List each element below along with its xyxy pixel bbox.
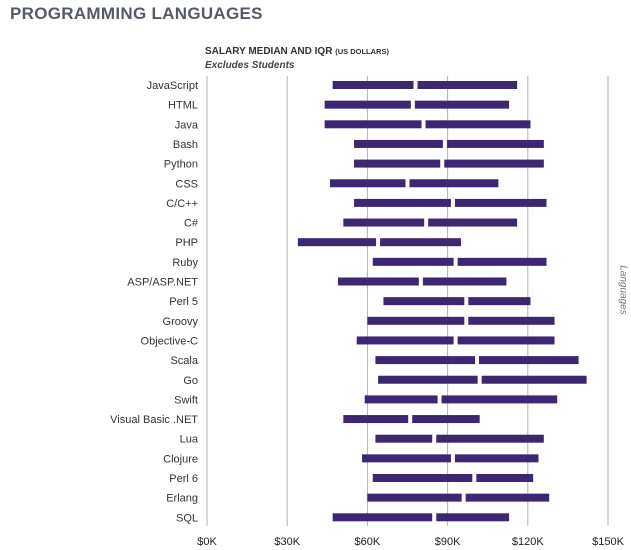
iqr-lower-bar [367, 316, 465, 325]
iqr-lower-bar [375, 434, 433, 443]
category-label: Clojure [163, 453, 198, 465]
iqr-upper-bar [481, 375, 587, 384]
iqr-upper-bar [422, 277, 507, 286]
iqr-upper-bar [479, 356, 579, 365]
iqr-lower-bar [297, 238, 377, 247]
iqr-upper-bar [425, 120, 531, 129]
iqr-upper-bar [441, 395, 558, 404]
x-tick-label: $120K [512, 536, 544, 548]
iqr-upper-bar [454, 454, 539, 463]
category-label: PHP [175, 237, 198, 249]
chart-title-units: (US DOLLARS) [335, 47, 389, 56]
category-label: Perl 6 [169, 473, 198, 485]
iqr-lower-bar [362, 454, 451, 463]
iqr-lower-bar [324, 120, 422, 129]
iqr-upper-bar [414, 100, 510, 109]
iqr-lower-bar [332, 513, 433, 522]
iqr-lower-bar [329, 179, 406, 188]
iqr-upper-bar [465, 493, 550, 502]
iqr-upper-bar [468, 316, 555, 325]
iqr-lower-bar [378, 375, 478, 384]
iqr-upper-bar [417, 81, 518, 89]
category-label: Swift [174, 394, 198, 406]
iqr-upper-bar [446, 139, 544, 148]
iqr-lower-bar [324, 100, 411, 109]
category-label: Scala [170, 355, 198, 367]
iqr-lower-bar [343, 415, 409, 424]
iqr-lower-bar [332, 81, 414, 89]
iqr-lower-bar [364, 395, 438, 404]
page-title: PROGRAMMING LANGUAGES [10, 4, 263, 23]
iqr-upper-bar [409, 179, 499, 188]
category-label: Ruby [172, 257, 198, 269]
iqr-lower-bar [356, 336, 454, 345]
iqr-lower-bar [337, 277, 419, 286]
iqr-upper-bar [457, 336, 555, 345]
x-tick-label: $150K [592, 536, 624, 548]
iqr-lower-bar [354, 198, 451, 207]
x-tick-label: $0K [197, 536, 217, 548]
iqr-lower-bar [367, 493, 462, 502]
category-label: JavaScript [147, 80, 198, 92]
category-label: Lua [180, 434, 199, 446]
category-label: Objective-C [141, 335, 199, 347]
chart-subtitle: Excludes Students [205, 60, 295, 71]
iqr-lower-bar [343, 218, 425, 227]
side-label: Languages [616, 255, 630, 325]
category-label-layer: JavaScript HTML Java Bash Python CSS C/C++ C# PH… [110, 80, 199, 524]
iqr-lower-bar [354, 159, 441, 168]
chart-title-text: SALARY MEDIAN AND IQR [205, 46, 333, 57]
x-tick-label: $90K [435, 536, 461, 548]
category-label: Java [175, 119, 199, 131]
iqr-upper-bar [436, 434, 544, 443]
iqr-lower-bar [354, 139, 443, 148]
bar-layer [297, 81, 587, 522]
category-label: Erlang [166, 493, 198, 505]
iqr-upper-bar [457, 257, 547, 266]
category-label: SQL [176, 512, 198, 524]
iqr-upper-bar [428, 218, 518, 227]
iqr-lower-bar [372, 257, 454, 266]
category-label: ASP/ASP.NET [127, 277, 198, 289]
x-tick-layer: $0K $30K $60K $90K $120K $150K [197, 536, 624, 548]
side-label-text: Languages [617, 265, 629, 315]
iqr-upper-bar [476, 474, 534, 482]
category-label: Groovy [163, 316, 199, 328]
x-tick-label: $60K [355, 536, 381, 548]
category-label: Go [183, 375, 198, 387]
iqr-upper-bar [412, 415, 480, 424]
category-label: C/C++ [166, 198, 198, 210]
category-label: C# [184, 218, 199, 230]
chart-title: SALARY MEDIAN AND IQR (US DOLLARS) [205, 46, 389, 57]
category-label: Perl 5 [169, 296, 198, 308]
iqr-upper-bar [380, 238, 461, 247]
category-label: HTML [168, 100, 198, 112]
category-label: CSS [175, 178, 198, 190]
category-label: Python [164, 159, 198, 171]
iqr-upper-bar [444, 159, 544, 168]
category-label: Bash [173, 139, 198, 151]
iqr-upper-bar [454, 198, 547, 207]
iqr-upper-bar [468, 297, 531, 306]
iqr-upper-bar [436, 513, 510, 522]
iqr-lower-bar [375, 356, 476, 365]
iqr-lower-bar [372, 474, 473, 482]
x-tick-label: $30K [274, 536, 300, 548]
iqr-lower-bar [383, 297, 465, 306]
category-label: Visual Basic .NET [110, 414, 198, 426]
